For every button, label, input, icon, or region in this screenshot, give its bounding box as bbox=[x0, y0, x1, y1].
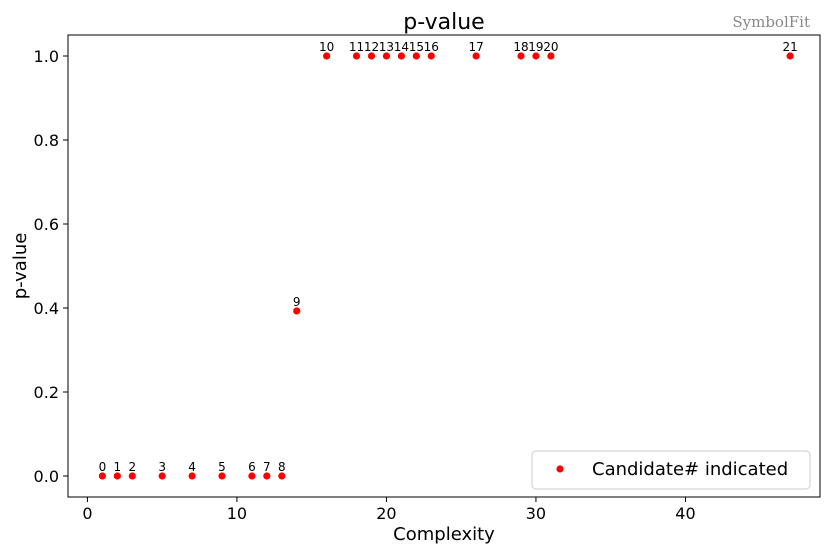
data-point-4 bbox=[188, 472, 196, 480]
data-point-18 bbox=[517, 52, 525, 60]
data-point-7 bbox=[263, 472, 271, 480]
chart-title: p-value bbox=[403, 10, 484, 35]
data-point-11 bbox=[352, 52, 361, 60]
y-tick-label: 1.0 bbox=[34, 47, 59, 66]
data-point-16 bbox=[427, 52, 435, 60]
x-tick-label: 10 bbox=[227, 504, 247, 523]
y-tick-label: 0.2 bbox=[34, 383, 59, 402]
point-label-17: 17 bbox=[469, 40, 484, 54]
watermark: SymbolFit bbox=[732, 13, 810, 31]
point-label-16: 16 bbox=[424, 40, 439, 54]
y-axis-ticks: 0.0 0.2 0.4 0.6 0.8 1.0 bbox=[34, 47, 68, 486]
plot-area-frame bbox=[67, 34, 821, 498]
data-point-1 bbox=[113, 472, 121, 480]
x-tick-label: 20 bbox=[376, 504, 396, 523]
point-label-12: 12 bbox=[364, 40, 379, 54]
data-point-6 bbox=[248, 472, 256, 480]
point-label-2: 2 bbox=[128, 460, 136, 474]
data-point-0 bbox=[98, 472, 106, 480]
point-label-3: 3 bbox=[158, 460, 166, 474]
data-point-10 bbox=[323, 52, 331, 60]
point-label-14: 14 bbox=[394, 40, 409, 54]
point-label-21: 21 bbox=[782, 40, 797, 54]
point-label-8: 8 bbox=[278, 460, 286, 474]
point-label-5: 5 bbox=[218, 460, 226, 474]
point-label-19: 19 bbox=[528, 40, 543, 54]
data-point-5 bbox=[218, 472, 226, 480]
x-axis-ticks: 0 10 20 30 40 bbox=[82, 497, 696, 523]
legend-box bbox=[531, 450, 811, 490]
point-label-10: 10 bbox=[319, 40, 334, 54]
point-label-1: 1 bbox=[114, 460, 122, 474]
point-label-15: 15 bbox=[409, 40, 424, 54]
x-axis-label: Complexity bbox=[393, 524, 495, 545]
y-tick-label: 0.6 bbox=[34, 215, 59, 234]
point-label-11: 11 bbox=[349, 40, 364, 54]
point-label-18: 18 bbox=[513, 40, 528, 54]
point-label-6: 6 bbox=[248, 460, 256, 474]
point-label-7: 7 bbox=[263, 460, 271, 474]
data-points bbox=[98, 52, 794, 480]
y-tick-label: 0.0 bbox=[34, 467, 59, 486]
point-label-0: 0 bbox=[99, 460, 107, 474]
y-tick-label: 0.8 bbox=[34, 131, 59, 150]
point-label-13: 13 bbox=[379, 40, 394, 54]
legend: Candidate# indicated bbox=[531, 450, 811, 490]
y-axis-label: p-value bbox=[10, 233, 31, 300]
data-point-14 bbox=[397, 52, 405, 60]
x-tick-label: 40 bbox=[675, 504, 695, 523]
data-point-2 bbox=[128, 472, 136, 480]
x-tick-label: 0 bbox=[82, 504, 92, 523]
data-point-9 bbox=[293, 307, 301, 315]
data-point-15 bbox=[412, 52, 420, 60]
point-label-4: 4 bbox=[188, 460, 196, 474]
y-tick-label: 0.4 bbox=[34, 299, 59, 318]
data-point-20 bbox=[547, 52, 555, 60]
data-point-12 bbox=[367, 52, 376, 60]
data-point-19 bbox=[532, 52, 540, 60]
legend-marker bbox=[556, 465, 564, 473]
data-point-13 bbox=[382, 52, 391, 60]
legend-entry: Candidate# indicated bbox=[592, 459, 788, 480]
point-label-9: 9 bbox=[293, 295, 301, 309]
point-label-20: 20 bbox=[543, 40, 558, 54]
data-point-17 bbox=[472, 52, 480, 60]
x-tick-label: 30 bbox=[526, 504, 546, 523]
data-point-3 bbox=[158, 472, 166, 480]
data-point-8 bbox=[278, 472, 286, 480]
data-point-21 bbox=[786, 52, 794, 60]
